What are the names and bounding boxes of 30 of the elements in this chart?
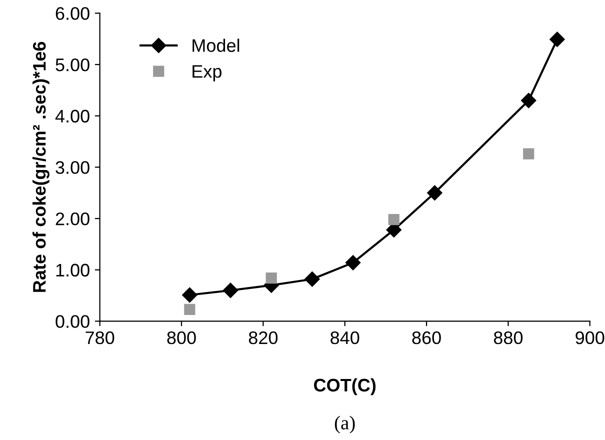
point [388, 214, 400, 226]
x-tick-label: 840 [330, 331, 360, 344]
point [266, 272, 277, 284]
x-tick-label: 860 [412, 331, 441, 344]
point [427, 185, 442, 200]
point [345, 255, 361, 270]
legend-label: Exp [192, 65, 222, 82]
y-tick-label: 4.00 [55, 110, 90, 123]
x-tick-label: 820 [248, 331, 278, 344]
point [550, 32, 565, 47]
x-axis-title: COT(C) [314, 378, 376, 396]
y-tick-label: 1.00 [56, 264, 90, 277]
x-tick-label: 800 [167, 331, 196, 344]
x-tick-label: 780 [86, 331, 114, 344]
x-tick-label: 880 [494, 331, 523, 344]
y-tick-label: 5.00 [56, 58, 90, 72]
point [523, 148, 534, 160]
y-axis-title: Rate of coke(gr/cm² .sec)*1e6 [32, 42, 50, 292]
legend-label: Model [192, 38, 240, 52]
point [184, 304, 196, 315]
point [222, 282, 238, 298]
point [521, 92, 536, 108]
y-tick-label: 2.00 [56, 212, 90, 226]
y-tick-label: 6.00 [56, 7, 90, 20]
x-tick-label: 900 [576, 331, 604, 344]
y-tick-label: 3.00 [56, 161, 90, 174]
point [182, 287, 198, 303]
text: (a) [334, 416, 355, 434]
y-tick-label: 0.00 [56, 315, 90, 328]
point [304, 272, 320, 287]
